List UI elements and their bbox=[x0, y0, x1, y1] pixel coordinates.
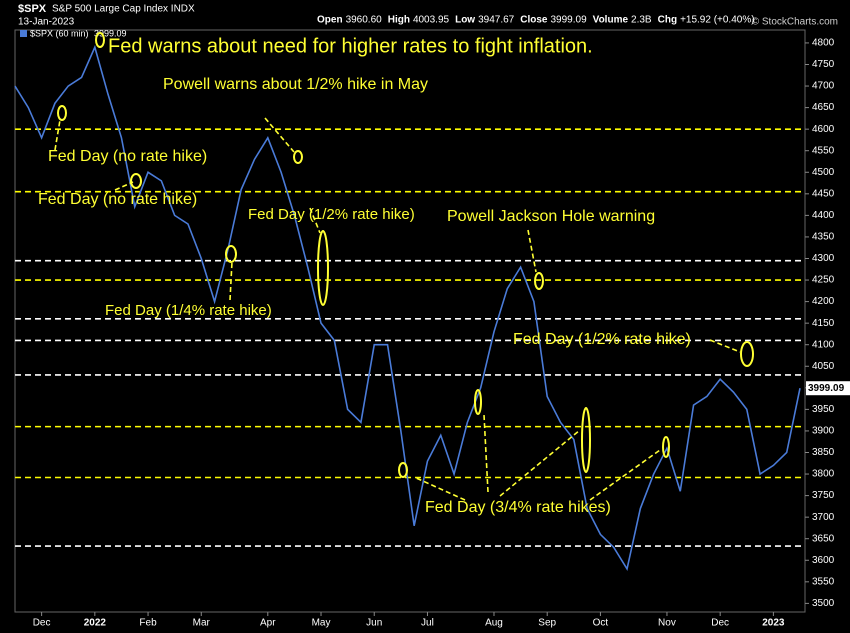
highlight-ellipse bbox=[130, 173, 142, 189]
quote-label: High bbox=[388, 15, 410, 26]
y-tick-label: 4450 bbox=[812, 188, 835, 199]
y-tick-label: 4350 bbox=[812, 232, 835, 243]
annotation: Fed Day (1/2% rate hike) bbox=[513, 331, 691, 348]
y-tick-label: 3850 bbox=[812, 447, 835, 458]
highlight-ellipse bbox=[293, 150, 303, 164]
ticker: $SPX bbox=[18, 3, 47, 15]
y-tick-label: 4150 bbox=[812, 318, 835, 329]
y-tick-label: 4200 bbox=[812, 296, 835, 307]
annotation-arrow bbox=[309, 207, 321, 234]
highlight-ellipse bbox=[317, 230, 329, 306]
x-tick-label: Dec bbox=[711, 618, 729, 629]
x-tick-label: May bbox=[312, 618, 331, 629]
y-tick-label: 4250 bbox=[812, 275, 835, 286]
annotation: Fed Day (1/4% rate hike) bbox=[105, 302, 272, 319]
highlight-ellipse bbox=[398, 462, 408, 478]
annotation-arrow bbox=[589, 449, 661, 501]
annotation: Fed Day (1/2% rate hike) bbox=[248, 206, 415, 223]
y-tick-label: 4750 bbox=[812, 59, 835, 70]
highlight-ellipse bbox=[57, 105, 67, 121]
last-value-box bbox=[806, 381, 850, 396]
legend-label: $SPX (60 min) bbox=[30, 28, 89, 38]
highlight-ellipse bbox=[95, 32, 105, 48]
x-tick-label: Mar bbox=[193, 618, 211, 629]
annotation-arrow bbox=[54, 119, 61, 151]
y-tick-label: 4800 bbox=[812, 38, 835, 49]
legend-value: 3999.09 bbox=[94, 28, 127, 38]
legend-swatch bbox=[20, 30, 27, 37]
annotation-arrow bbox=[264, 117, 295, 153]
last-value-label: 3999.09 bbox=[808, 383, 845, 394]
y-tick-label: 4100 bbox=[812, 339, 835, 350]
x-tick-label: Feb bbox=[139, 618, 157, 629]
x-tick-label: Aug bbox=[485, 618, 503, 629]
highlight-ellipse bbox=[534, 272, 544, 290]
quote-value: 3999.09 bbox=[550, 15, 587, 26]
x-tick-label: Apr bbox=[260, 618, 276, 629]
subtitle: S&P 500 Large Cap Index INDX bbox=[52, 4, 195, 15]
quote-label: Open bbox=[317, 15, 343, 26]
annotation-arrow bbox=[709, 339, 741, 353]
x-tick-label: Nov bbox=[658, 618, 676, 629]
y-tick-label: 4400 bbox=[812, 210, 835, 221]
annotation: Powell Jackson Hole warning bbox=[447, 208, 655, 225]
x-tick-label: Jul bbox=[421, 618, 434, 629]
date: 13-Jan-2023 bbox=[18, 17, 75, 28]
watermark: © StockCharts.com bbox=[752, 17, 838, 28]
highlight-ellipse bbox=[474, 389, 482, 415]
y-tick-label: 3550 bbox=[812, 576, 835, 587]
annotation-arrow bbox=[229, 261, 233, 301]
y-tick-label: 4600 bbox=[812, 124, 835, 135]
annotation: Fed warns about need for higher rates to… bbox=[108, 35, 593, 57]
highlight-ellipse bbox=[740, 341, 754, 367]
x-tick-label: Sep bbox=[538, 618, 556, 629]
quote-label: Chg bbox=[658, 15, 677, 26]
y-tick-label: 4700 bbox=[812, 81, 835, 92]
x-tick-label: Jun bbox=[366, 618, 382, 629]
annotation-arrow bbox=[413, 476, 466, 501]
annotation-arrow bbox=[527, 229, 537, 273]
quote-value: +15.92 (+0.40%) bbox=[680, 15, 755, 26]
y-tick-label: 3950 bbox=[812, 404, 835, 415]
y-tick-label: 4050 bbox=[812, 361, 835, 372]
price-line bbox=[14, 44, 801, 571]
annotation: Fed Day (3/4% rate hikes) bbox=[425, 499, 611, 516]
y-tick-label: 3650 bbox=[812, 533, 835, 544]
annotation: Fed Day (no rate hike) bbox=[48, 148, 207, 165]
highlight-ellipse bbox=[225, 245, 237, 263]
y-tick-label: 4650 bbox=[812, 102, 835, 113]
highlight-ellipse bbox=[662, 436, 670, 458]
quote-value: 3947.67 bbox=[478, 15, 515, 26]
y-tick-label: 3900 bbox=[812, 426, 835, 437]
y-tick-label: 4550 bbox=[812, 145, 835, 156]
plot-frame bbox=[14, 29, 806, 613]
x-tick-label: 2022 bbox=[84, 618, 107, 629]
annotation-arrow bbox=[483, 414, 489, 493]
quote-value: 3960.60 bbox=[346, 15, 383, 26]
y-tick-label: 3700 bbox=[812, 512, 835, 523]
quote: Open 3960.60 High 4003.95 Low 3947.67 Close 399… bbox=[317, 15, 755, 26]
annotation: Powell warns about 1/2% hike in May bbox=[163, 76, 428, 93]
quote-label: Volume bbox=[593, 15, 629, 26]
highlight-ellipse bbox=[581, 407, 591, 473]
y-tick-label: 3800 bbox=[812, 469, 835, 480]
y-tick-label: 4300 bbox=[812, 253, 835, 264]
quote-label: Close bbox=[520, 15, 548, 26]
quote-value: 2.3B bbox=[631, 15, 652, 26]
annotation-arrow bbox=[114, 181, 134, 191]
y-tick-label: 3500 bbox=[812, 598, 835, 609]
y-tick-label: 4500 bbox=[812, 167, 835, 178]
annotation: Fed Day (no rate hike) bbox=[38, 191, 197, 208]
x-tick-label: Oct bbox=[593, 618, 609, 629]
x-tick-label: 2023 bbox=[762, 618, 785, 629]
annotation-arrow bbox=[499, 429, 581, 497]
y-tick-label: 3600 bbox=[812, 555, 835, 566]
quote-value: 4003.95 bbox=[413, 15, 450, 26]
y-tick-label: 3750 bbox=[812, 490, 835, 501]
quote-label: Low bbox=[455, 15, 475, 26]
x-tick-label: Dec bbox=[33, 618, 51, 629]
